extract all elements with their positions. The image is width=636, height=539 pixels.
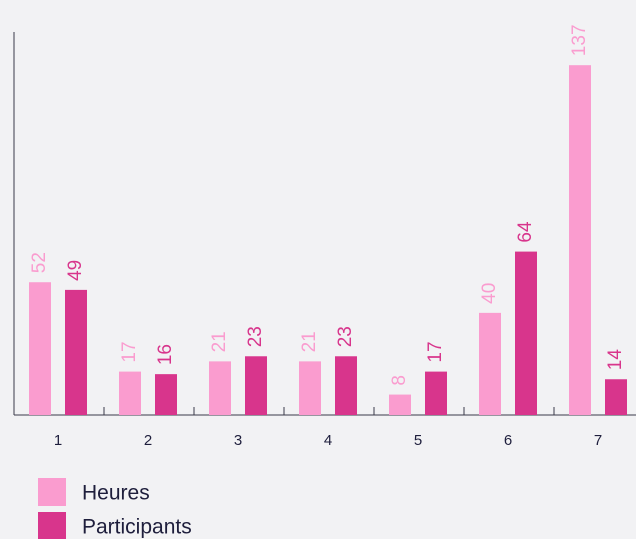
x-tick-label: 5 (414, 432, 422, 449)
bar (569, 65, 591, 416)
value-label: 21 (209, 331, 230, 352)
legend-swatch (38, 478, 66, 506)
bar (605, 379, 627, 415)
x-tick-label: 1 (54, 432, 62, 449)
bar (389, 394, 411, 415)
value-label: 21 (299, 331, 320, 352)
value-label: 49 (65, 260, 86, 281)
x-tick-label: 7 (594, 432, 602, 449)
value-label: 52 (29, 252, 50, 273)
value-label: 64 (515, 221, 536, 243)
bar (119, 371, 141, 415)
x-tick-label: 2 (144, 432, 152, 449)
value-label: 17 (425, 341, 446, 362)
x-tick-label: 3 (234, 432, 242, 449)
value-label: 40 (479, 283, 500, 304)
value-label: 8 (389, 375, 410, 386)
bar (335, 356, 357, 415)
bar (515, 251, 537, 415)
bar (425, 371, 447, 415)
bar (299, 361, 321, 415)
x-tick-label: 4 (324, 432, 332, 449)
legend-swatch (38, 512, 66, 539)
bar (29, 282, 51, 415)
bar (65, 289, 87, 415)
value-label: 23 (245, 326, 266, 347)
legend-label: Heures (82, 482, 150, 505)
value-label: 137 (569, 24, 590, 56)
value-label: 23 (335, 326, 356, 347)
bar (245, 356, 267, 415)
value-label: 14 (605, 349, 626, 371)
value-label: 16 (155, 344, 176, 365)
value-label: 17 (119, 341, 140, 362)
bar (155, 374, 177, 415)
bar (209, 361, 231, 415)
x-tick-label: 6 (504, 432, 512, 449)
legend-label: Participants (82, 516, 192, 539)
bar (479, 312, 501, 415)
